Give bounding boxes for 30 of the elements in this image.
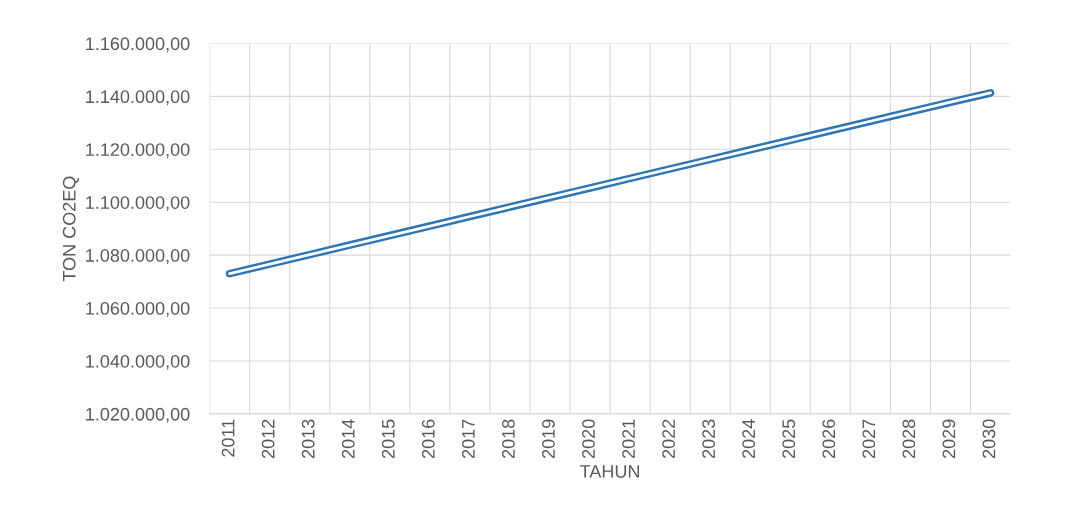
y-tick-label: 1.080.000,00 — [86, 249, 190, 264]
x-tick-label: 2025 — [782, 419, 796, 459]
x-tick-label: 2028 — [902, 419, 916, 459]
x-tick-label: 2022 — [662, 419, 675, 459]
x-tick-label: 2024 — [742, 419, 756, 459]
x-tick-label: 2011 — [221, 419, 235, 457]
y-tick-label: 1.100.000,00 — [86, 196, 190, 212]
x-tick-label: 2019 — [542, 419, 555, 459]
y-tick-label: 1.040.000,00 — [86, 354, 190, 370]
x-tick-label: 2020 — [582, 419, 595, 459]
x-tick-label: 2030 — [982, 419, 996, 459]
x-tick-label: 2018 — [502, 419, 515, 459]
y-tick-label: 1.140.000,00 — [86, 90, 190, 106]
y-tick-label: 1.020.000,00 — [86, 407, 190, 423]
x-tick-label: 2021 — [622, 419, 635, 459]
y-axis-title: TON CO2EQ — [62, 176, 79, 282]
x-tick-label: 2023 — [702, 419, 716, 459]
x-tick-label: 2017 — [461, 419, 475, 459]
x-tick-label: 2014 — [341, 419, 355, 459]
y-tick-label: 1.160.000,00 — [86, 37, 190, 53]
x-tick-label: 2016 — [421, 419, 435, 459]
x-tick-label: 2029 — [942, 419, 956, 459]
y-tick-label: 1.060.000,00 — [86, 301, 190, 317]
y-tick-label: 1.120.000,00 — [86, 143, 190, 159]
x-axis-title: TAHUN — [580, 465, 640, 478]
x-tick-label: 2027 — [862, 419, 876, 459]
x-tick-label: 2013 — [301, 419, 315, 459]
x-tick-label: 2026 — [822, 419, 836, 459]
x-tick-label: 2015 — [381, 419, 395, 459]
x-tick-label: 2012 — [261, 419, 275, 459]
